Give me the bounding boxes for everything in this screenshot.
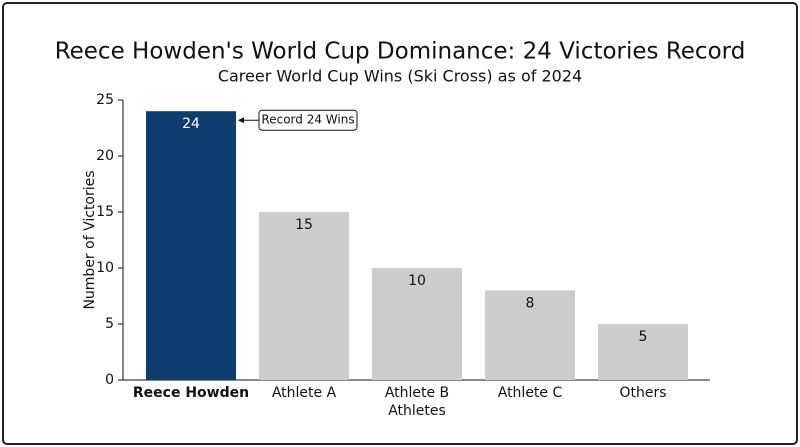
- annotation-box: [258, 109, 358, 131]
- annotation-arrowhead: [238, 117, 244, 124]
- chart-title: Reece Howden's World Cup Dominance: 24 V…: [55, 39, 746, 65]
- annotation: Record 24 Wins: [261, 113, 354, 127]
- chart-subtitle: Career World Cup Wins (Ski Cross) as of …: [218, 67, 582, 86]
- y-tick-label: 5: [105, 316, 114, 332]
- x-tick-label: Reece Howden: [132, 385, 250, 401]
- bar: [259, 212, 349, 380]
- y-tick-label: 0: [105, 372, 114, 388]
- value-label: 8: [526, 295, 535, 311]
- x-tick-label: Athlete A: [271, 385, 337, 401]
- value-label: 24: [182, 116, 200, 132]
- y-tick-label: 20: [96, 148, 114, 164]
- x-tick-label: Athlete B Athletes: [384, 385, 450, 419]
- value-label: 10: [408, 273, 426, 289]
- bar: [146, 111, 236, 380]
- bar: [372, 268, 462, 380]
- y-tick-label: 10: [96, 260, 114, 276]
- value-label: 15: [295, 217, 313, 233]
- y-tick-label: 25: [96, 92, 114, 108]
- bar: [485, 290, 575, 380]
- bar: [598, 324, 688, 380]
- y-axis-label: Number of Victories: [82, 170, 98, 309]
- y-tick-label: 15: [96, 204, 114, 220]
- x-tick-label: Others: [619, 385, 667, 401]
- value-label: 5: [639, 329, 648, 345]
- x-tick-label: Athlete C: [497, 385, 563, 401]
